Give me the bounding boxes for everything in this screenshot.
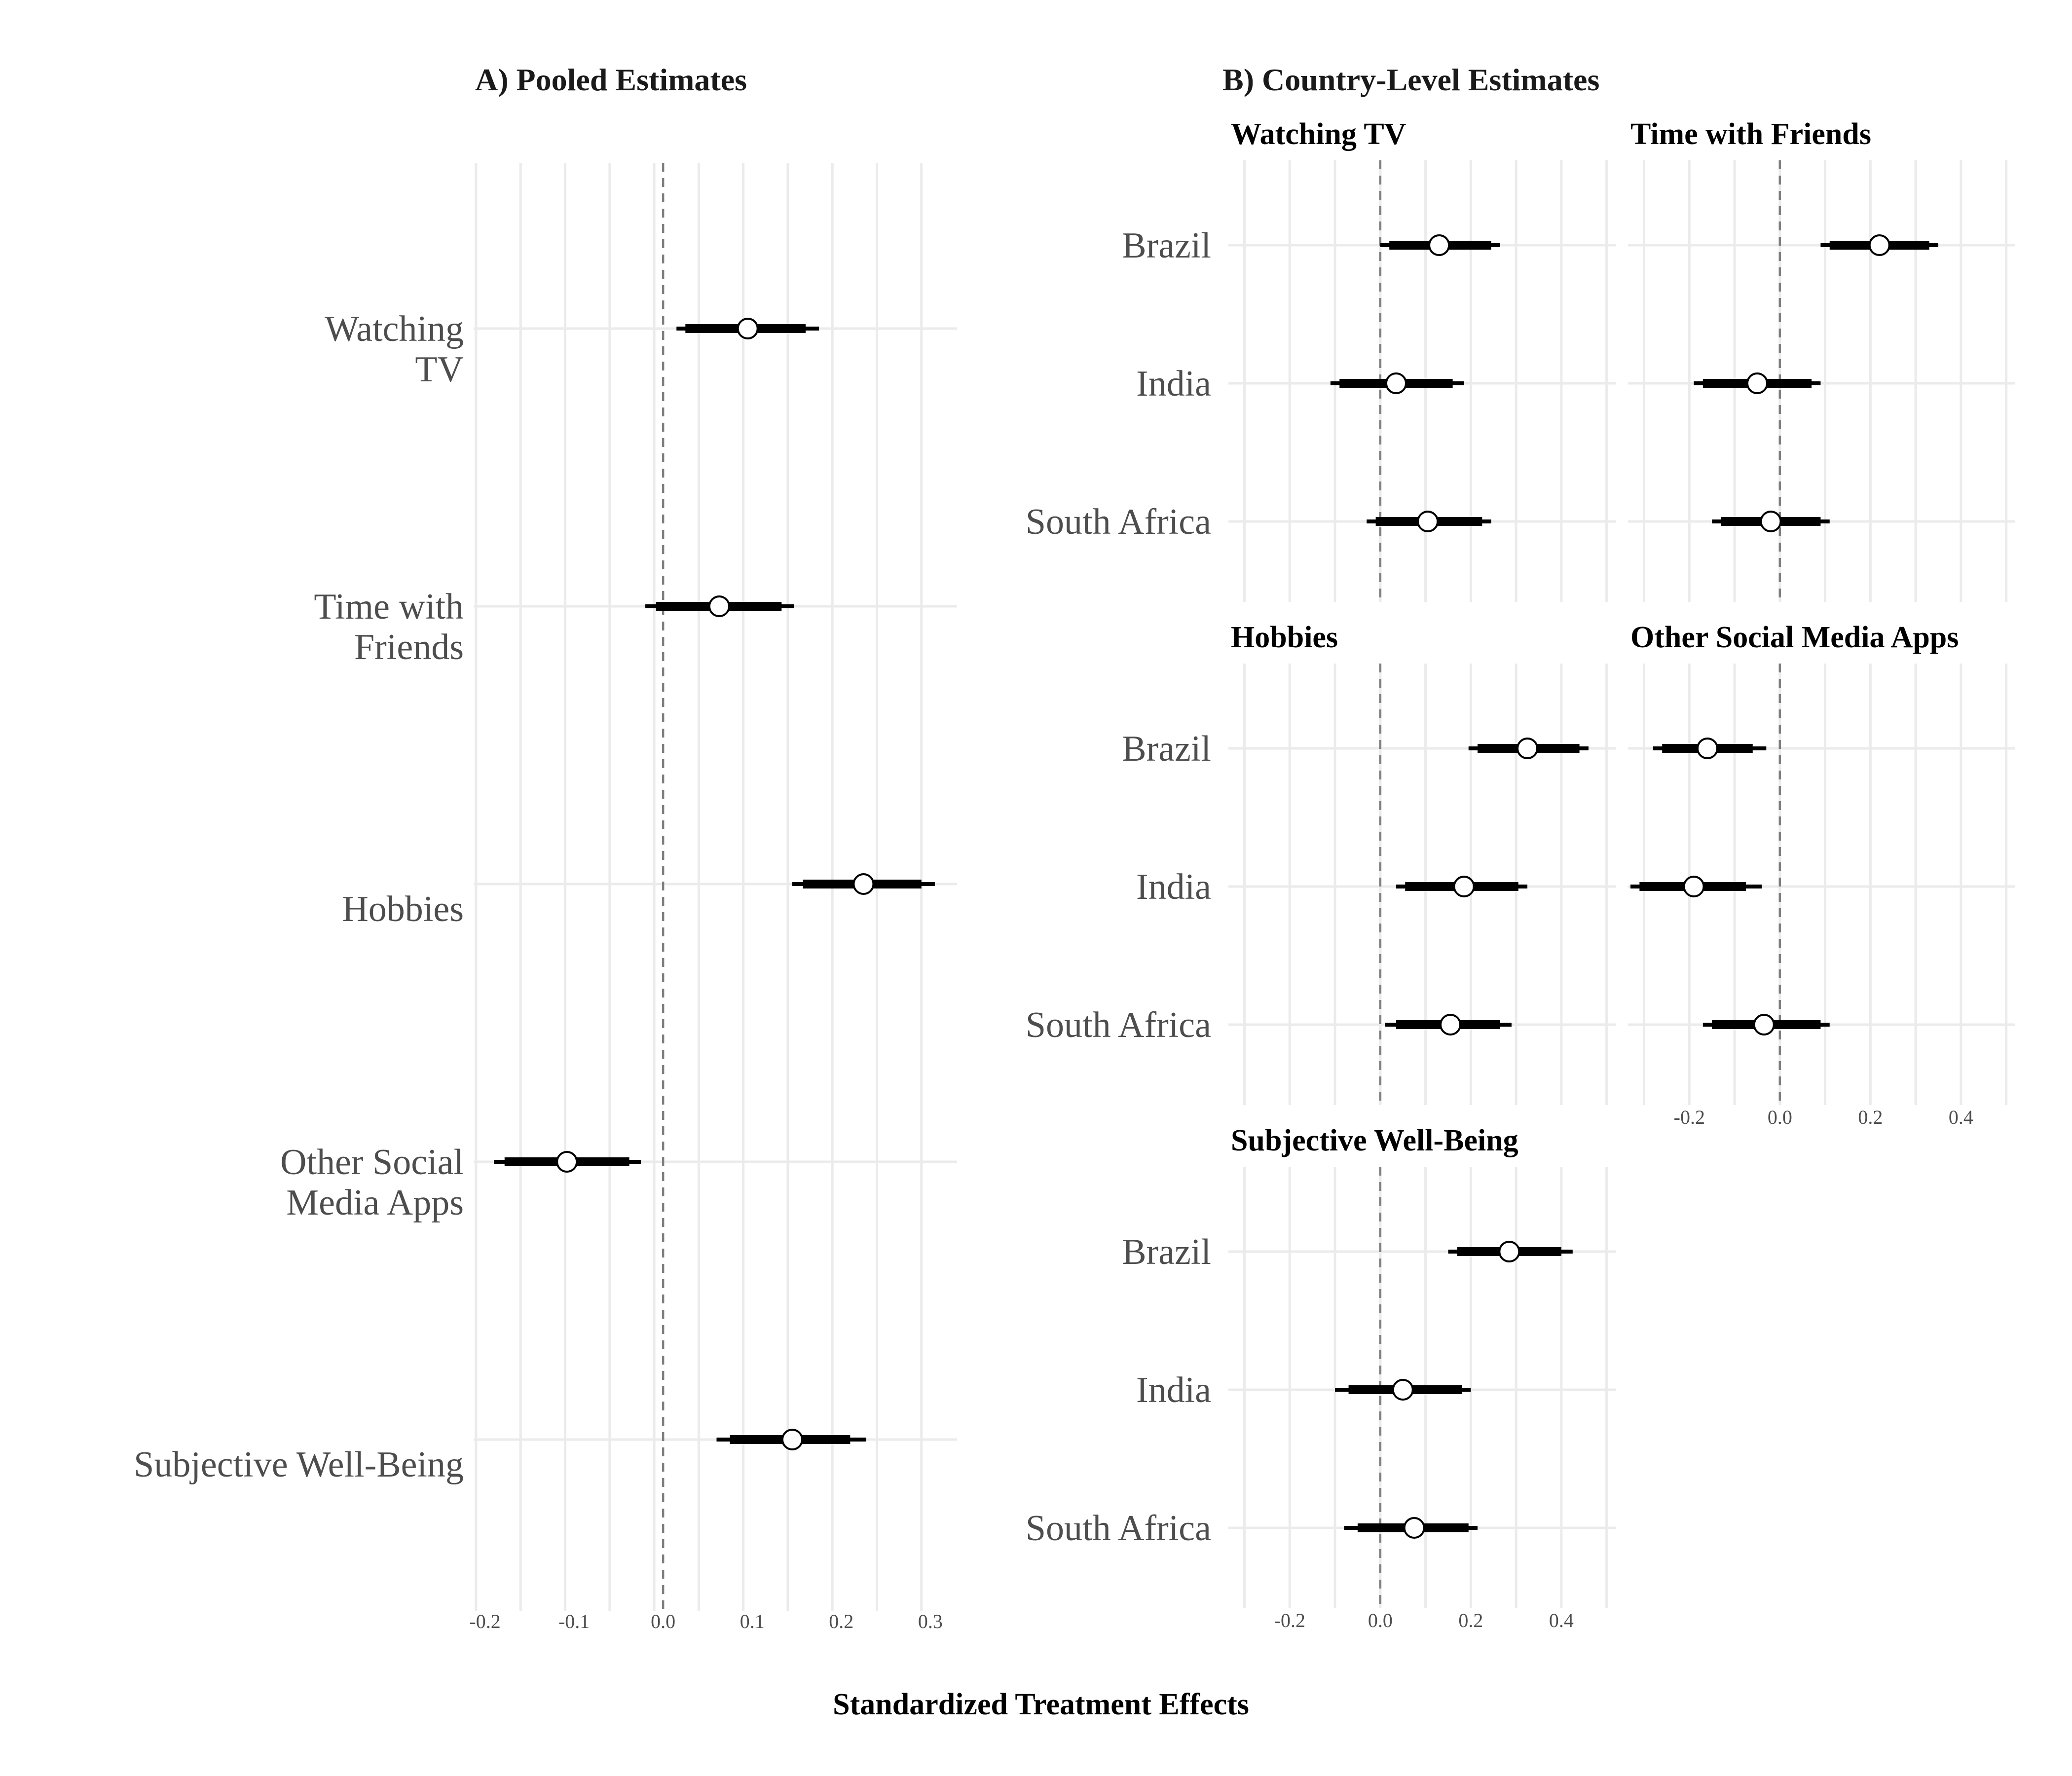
pooled-other-social-media-apps-point [556,1151,578,1173]
facet-y-label-india: India [1136,867,1211,907]
country-panel-title: B) Country-Level Estimates [1222,62,1599,97]
facet-title-time-with-friends: Time with Friends [1630,117,1871,151]
pooled-y-label-line: Time with [314,587,464,627]
facet-watching-tv-south-africa-point [1417,511,1439,532]
pooled-x-tick-label: -0.2 [469,1610,500,1632]
facet-time-with-friends-south-africa-point [1760,511,1782,532]
pooled-x-tick-label: 0.1 [740,1610,765,1632]
facet-y-label-south-africa: South Africa [1026,1508,1211,1549]
pooled-y-label-line: Hobbies [342,889,464,929]
facet-y-label-india: India [1136,364,1211,404]
pooled-y-label-line: Subjective Well-Being [134,1444,464,1485]
facet-x-tick-label: 0.2 [1458,1609,1483,1631]
facet-time-with-friends-india-point [1746,372,1768,394]
facet-time-with-friends: Time with Friends [1628,117,2015,602]
pooled-y-label-watching-tv: Watching TV [325,309,464,390]
facet-y-label-brazil: Brazil [1122,729,1211,769]
facet-x-tick-label: -0.2 [1674,1106,1705,1128]
facet-subjective-well-being: Subjective Well-Being Brazil India South Af… [1026,1124,1616,1631]
facet-other-social-media-apps-south-africa-point [1753,1014,1775,1036]
facet-time-with-friends-brazil-point [1868,234,1890,256]
facet-title-hobbies: Hobbies [1231,621,1338,654]
pooled-y-label-hobbies: Hobbies [342,889,464,929]
pooled-y-label-line: TV [415,349,464,390]
facet-hobbies-south-africa-point [1440,1014,1462,1036]
facet-x-tick-label: 0.4 [1549,1609,1574,1631]
facet-y-label-south-africa: South Africa [1026,1005,1211,1045]
facet-subjective-well-being-brazil-point [1498,1241,1520,1262]
facet-subjective-well-being-india-point [1392,1379,1414,1401]
facet-title-other-social-media-apps: Other Social Media Apps [1630,621,1959,654]
facet-y-label-brazil: Brazil [1122,1232,1211,1272]
pooled-y-label-line: Media Apps [286,1183,464,1223]
facet-x-tick-label: 0.0 [1368,1609,1393,1631]
pooled-y-label-time-with-friends: Time with Friends [314,587,464,667]
facet-watching-tv-india-point [1385,372,1407,394]
facet-title-subjective-well-being: Subjective Well-Being [1231,1124,1518,1157]
facet-hobbies: Hobbies Brazil India South Africa [1026,621,1616,1105]
facet-watching-tv-brazil-point [1428,234,1450,256]
x-axis-title: Standardized Treatment Effects [833,1688,1249,1721]
pooled-x-tick-label: 0.2 [829,1610,853,1632]
facet-x-tick-label: 0.4 [1949,1106,1973,1128]
facet-x-tick-label: 0.2 [1858,1106,1883,1128]
country-level-panel: Watching TV Brazil India South Africa Time w… [1026,117,2015,1631]
facet-y-label-brazil: Brazil [1122,225,1211,266]
facet-y-label-south-africa: South Africa [1026,502,1211,542]
pooled-panel-title: A) Pooled Estimates [475,62,747,97]
facet-subjective-well-being-south-africa-point [1403,1517,1425,1539]
pooled-hobbies-point [852,873,875,895]
facet-x-tick-label: 0.0 [1768,1106,1792,1128]
pooled-y-label-line: Other Social [280,1142,464,1183]
facet-hobbies-india-point [1453,876,1475,897]
pooled-time-with-friends-point [708,595,730,617]
pooled-y-label-line: Friends [354,627,464,667]
pooled-x-tick-label: 0.0 [651,1610,675,1632]
pooled-estimates-panel: -0.2 -0.1 0.0 0.1 0.2 0.3 Watching TV Time with F… [134,163,957,1632]
facet-hobbies-brazil-point [1517,738,1539,759]
facet-other-social-media-apps: Other Social Media Apps -0.2 0.0 0.2 0.4 [1628,621,2015,1128]
facet-title-watching-tv: Watching TV [1231,117,1406,151]
pooled-y-label-other-social-media-apps: Other Social Media Apps [280,1142,464,1223]
pooled-y-label-subjective-well-being: Subjective Well-Being [134,1444,464,1485]
pooled-watching-tv-point [737,318,759,339]
pooled-x-tick-label: -0.1 [558,1610,590,1632]
facet-y-label-india: India [1136,1370,1211,1410]
facet-other-social-media-apps-india-point [1683,876,1705,897]
pooled-subjective-well-being-point [781,1429,803,1450]
pooled-y-label-line: Watching [325,309,464,349]
facet-other-social-media-apps-brazil-point [1697,738,1718,759]
facet-watching-tv: Watching TV Brazil India South Africa [1026,117,1616,602]
facet-x-tick-label: -0.2 [1274,1609,1305,1631]
pooled-x-tick-label: 0.3 [918,1610,943,1632]
